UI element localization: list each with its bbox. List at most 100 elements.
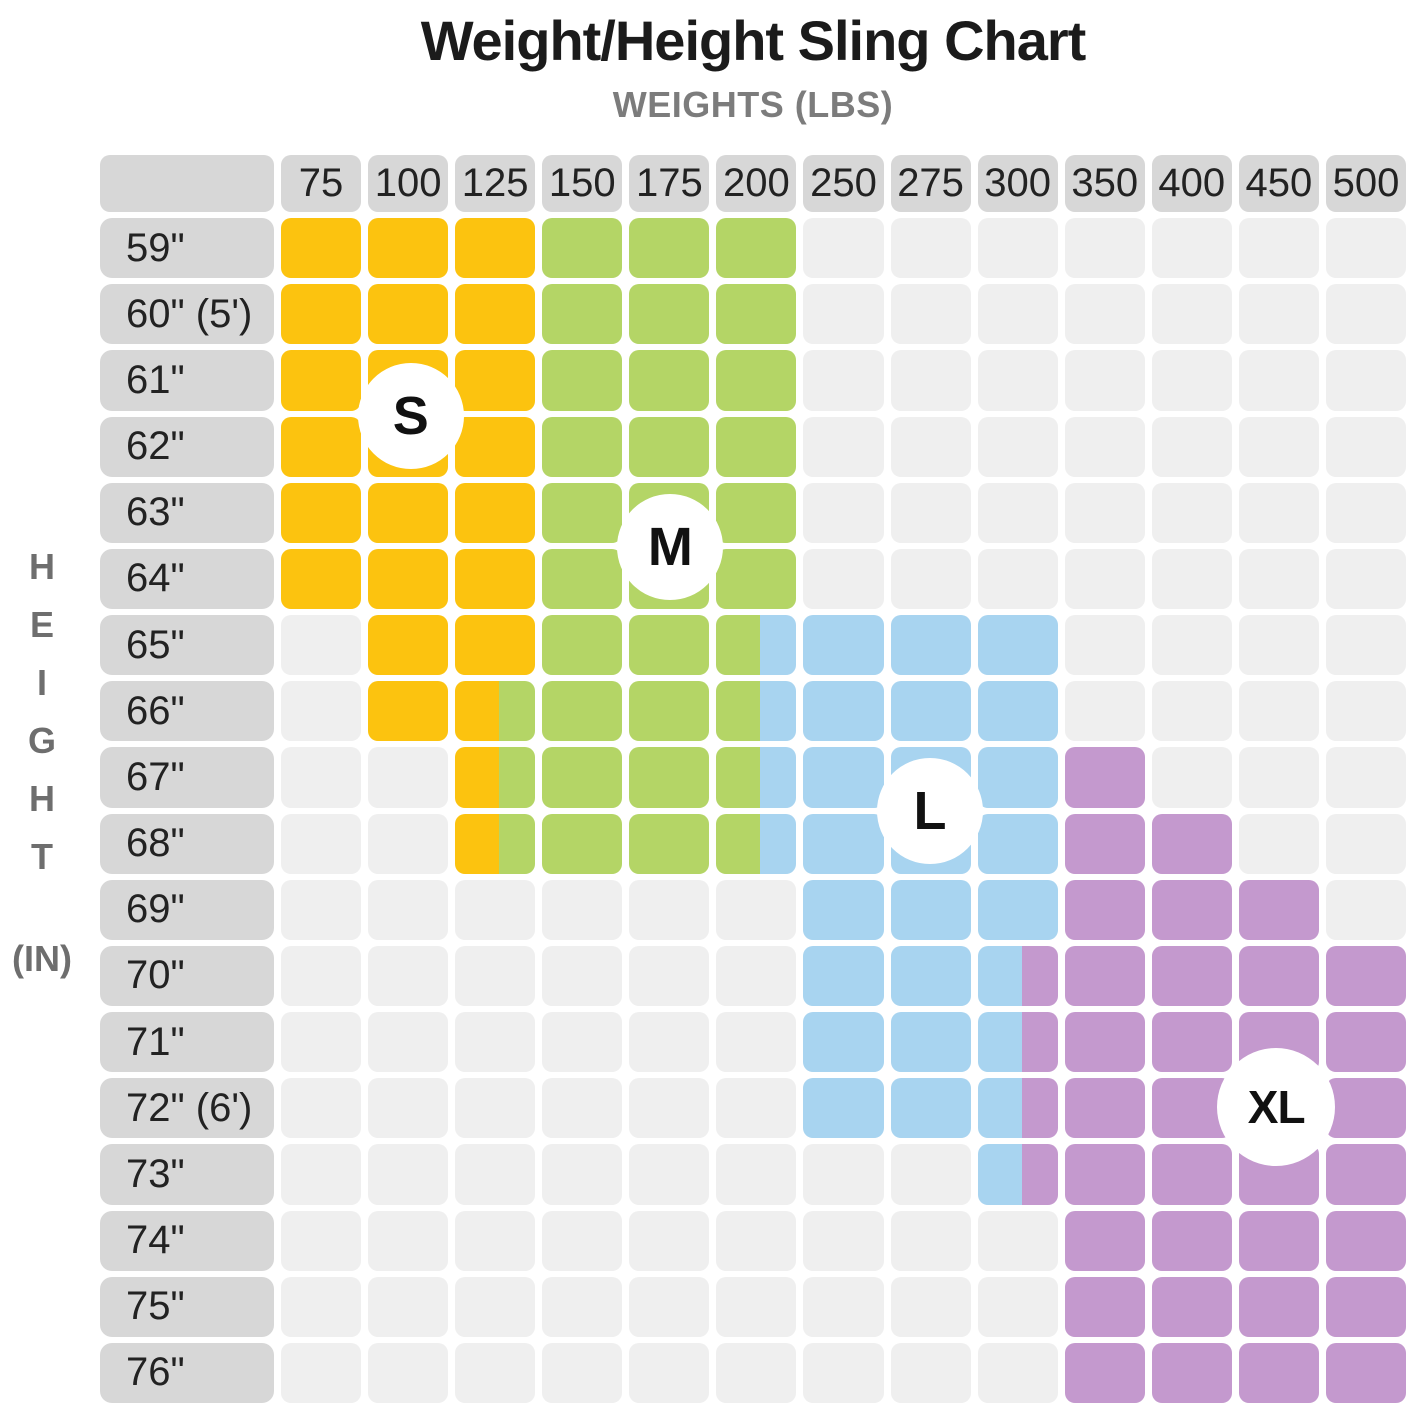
grid-cell	[716, 482, 797, 543]
grid-cell	[629, 879, 710, 940]
row-label-6: 65"	[100, 615, 274, 676]
grid-cell	[977, 615, 1058, 676]
grid-cell	[542, 1144, 623, 1205]
grid-cell	[890, 548, 971, 609]
grid-cell	[629, 1012, 710, 1073]
grid-cell	[716, 1144, 797, 1205]
grid-cell	[1151, 813, 1232, 874]
grid-cell	[629, 747, 710, 808]
grid-cell	[629, 1276, 710, 1337]
grid-cell	[803, 284, 884, 345]
grid-cell	[1064, 1012, 1145, 1073]
grid-cell	[368, 218, 449, 279]
grid-cell	[1325, 218, 1406, 279]
grid-cell	[977, 747, 1058, 808]
grid-cell	[977, 1078, 1058, 1139]
grid-cell	[890, 218, 971, 279]
grid-cell	[890, 681, 971, 742]
grid-cell	[629, 615, 710, 676]
col-header-75: 75	[281, 155, 362, 212]
grid-cell	[281, 747, 362, 808]
grid-cell	[977, 350, 1058, 411]
grid-cell	[1238, 945, 1319, 1006]
grid-cell	[629, 1342, 710, 1403]
grid-cell	[1151, 416, 1232, 477]
grid-cell	[368, 1276, 449, 1337]
grid-cell	[977, 218, 1058, 279]
grid-cell	[542, 945, 623, 1006]
grid-cell	[1064, 482, 1145, 543]
grid-cell	[1238, 1276, 1319, 1337]
grid-cell	[716, 1210, 797, 1271]
grid-cell	[803, 416, 884, 477]
grid-cell	[890, 1210, 971, 1271]
grid-cell	[977, 1342, 1058, 1403]
grid-cell	[629, 813, 710, 874]
grid-cell	[1238, 482, 1319, 543]
grid-cell	[542, 284, 623, 345]
grid-cell	[890, 482, 971, 543]
grid-cell	[803, 350, 884, 411]
grid-cell	[281, 284, 362, 345]
grid-cell	[977, 416, 1058, 477]
grid-cell	[1064, 1078, 1145, 1139]
grid-cell	[1151, 482, 1232, 543]
grid-cell	[629, 1144, 710, 1205]
grid-cell	[1325, 1144, 1406, 1205]
grid-cell	[803, 482, 884, 543]
grid-cell	[281, 1012, 362, 1073]
grid-cell	[281, 548, 362, 609]
grid-cell	[455, 548, 536, 609]
row-label-11: 70"	[100, 945, 274, 1006]
grid-cell	[716, 350, 797, 411]
grid-cell	[1325, 416, 1406, 477]
grid-cell	[716, 1078, 797, 1139]
grid-cell	[368, 1012, 449, 1073]
grid-cell	[1325, 1012, 1406, 1073]
grid-cell	[1238, 218, 1319, 279]
grid-cell	[542, 747, 623, 808]
grid-cell	[1325, 879, 1406, 940]
y-axis-letter: E	[29, 604, 54, 645]
grid-cell	[1325, 681, 1406, 742]
grid-cell	[716, 416, 797, 477]
grid-cell	[1238, 615, 1319, 676]
y-axis-letter: H	[29, 778, 55, 819]
grid-cell	[1151, 879, 1232, 940]
grid-cell	[716, 1276, 797, 1337]
grid-cell	[542, 681, 623, 742]
grid-cell	[977, 1276, 1058, 1337]
row-label-9: 68"	[100, 813, 274, 874]
grid-cell	[716, 615, 797, 676]
grid-cell	[890, 615, 971, 676]
grid-cell	[368, 548, 449, 609]
grid-cell	[803, 615, 884, 676]
grid-cell	[455, 350, 536, 411]
grid-cell	[1151, 284, 1232, 345]
grid-cell	[803, 813, 884, 874]
row-label-3: 62"	[100, 416, 274, 477]
grid-cell	[542, 416, 623, 477]
col-header-450: 450	[1238, 155, 1319, 212]
size-badge-s: S	[357, 362, 464, 469]
grid-cell	[629, 218, 710, 279]
grid-cell	[1325, 945, 1406, 1006]
grid-cell	[368, 1210, 449, 1271]
grid-cell	[1064, 218, 1145, 279]
size-badge-m: M	[617, 494, 724, 601]
grid-cell	[281, 1144, 362, 1205]
grid-cell	[1064, 945, 1145, 1006]
grid-cell	[455, 1012, 536, 1073]
grid-cell	[455, 218, 536, 279]
grid-cell	[1325, 1276, 1406, 1337]
grid-cell	[281, 813, 362, 874]
col-header-100: 100	[368, 155, 449, 212]
grid-cell	[368, 681, 449, 742]
grid-cell	[1325, 615, 1406, 676]
grid-cell	[368, 1144, 449, 1205]
grid-cell	[281, 482, 362, 543]
grid-cell	[890, 879, 971, 940]
grid-cell	[803, 747, 884, 808]
grid-cell	[1151, 548, 1232, 609]
grid-cell	[803, 1078, 884, 1139]
